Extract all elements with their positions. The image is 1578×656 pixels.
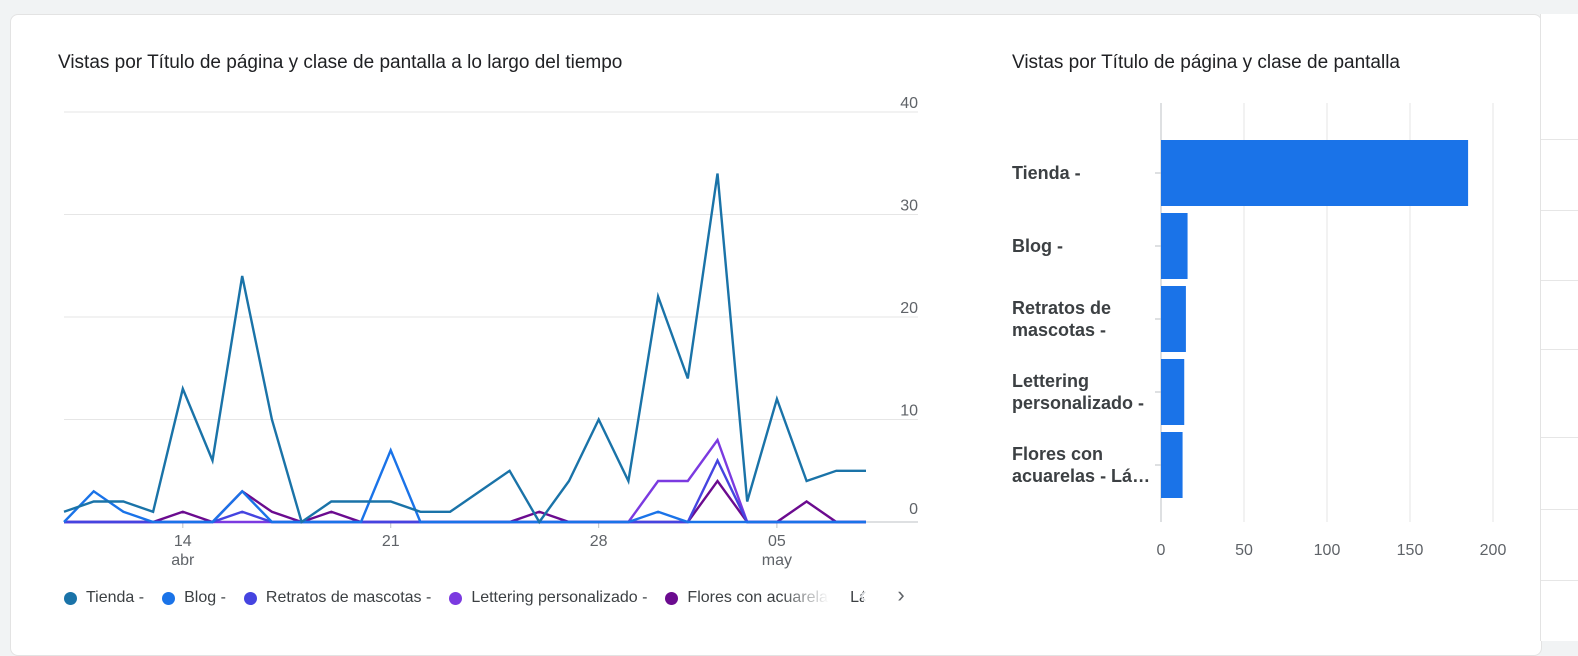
bar-category-line: acuarelas - Lá… <box>1012 466 1151 486</box>
x-tick-label: 150 <box>1397 542 1424 559</box>
bar-category-label: Blog - <box>1012 235 1063 257</box>
legend-next-button[interactable]: › <box>890 582 912 608</box>
bar[interactable] <box>1161 432 1183 498</box>
bar-category-line: Blog - <box>1012 236 1063 256</box>
bar-category-line: Lettering <box>1012 371 1090 391</box>
legend-label: Retratos de mascotas - <box>265 589 432 606</box>
chevron-right-icon: › <box>897 582 905 607</box>
bar-category-line: Flores con <box>1012 444 1104 464</box>
x-tick-sublabel: may <box>762 552 792 569</box>
y-tick-label: 10 <box>900 403 918 420</box>
line-chart: 0 10 20 30 40 14 abr 21 28 05 may <box>63 95 918 569</box>
x-tick-label: 21 <box>382 533 400 550</box>
bar-category-line: Retratos de <box>1012 298 1112 318</box>
bar-category-line: mascotas - <box>1012 320 1107 340</box>
bar-category-label: Flores con acuarelas - Lá… <box>1012 443 1150 487</box>
legend-dot-icon <box>162 591 176 605</box>
legend-prev-button[interactable]: ‹ <box>852 582 874 608</box>
bar-chart: 0 50 100 150 200 <box>1155 103 1507 559</box>
legend-dot-icon <box>243 591 257 605</box>
legend-label: Blog - <box>184 589 226 606</box>
series-line[interactable] <box>63 447 866 524</box>
legend-label: Tienda - <box>86 589 145 606</box>
chevron-left-icon: ‹ <box>859 582 867 607</box>
y-tick-label: 30 <box>900 198 918 215</box>
legend-fade <box>780 582 850 612</box>
bar[interactable] <box>1161 359 1185 425</box>
legend-dot-icon <box>64 591 77 605</box>
series-line[interactable] <box>63 173 866 525</box>
x-tick-sublabel: abr <box>171 552 195 569</box>
x-tick-label: 200 <box>1480 542 1507 559</box>
legend-item-tienda[interactable]: Tienda - <box>64 589 144 607</box>
x-tick-label: 100 <box>1314 542 1341 559</box>
bar-category-label: Lettering personalizado - <box>1012 370 1144 414</box>
legend-dot-icon <box>665 591 679 605</box>
x-tick-label: 14 <box>174 533 192 550</box>
legend-item-lettering[interactable]: Lettering personalizado - <box>449 589 647 607</box>
y-tick-label: 40 <box>900 95 918 112</box>
x-tick-label: 50 <box>1235 542 1253 559</box>
bar[interactable] <box>1161 213 1188 279</box>
x-tick-label: 05 <box>768 533 786 550</box>
legend-item-retratos[interactable]: Retratos de mascotas - <box>243 589 432 607</box>
bar-category-label: Tienda - <box>1012 162 1081 184</box>
report-card <box>10 14 1542 656</box>
legend-item-blog[interactable]: Blog - <box>162 589 226 607</box>
bar[interactable] <box>1161 286 1186 352</box>
bar-category-label: Retratos de mascotas - <box>1012 297 1111 341</box>
bar-category-line: Tienda - <box>1012 163 1081 183</box>
legend-dot-icon <box>449 591 463 605</box>
bar-chart-title: Vistas por Título de página y clase de p… <box>1012 52 1400 73</box>
right-panel-edge <box>1540 14 1578 641</box>
chart-legend: Tienda - Blog - Retratos de mascotas - L… <box>64 586 864 610</box>
x-tick-label: 0 <box>1157 542 1166 559</box>
legend-label: Lettering personalizado - <box>471 589 648 606</box>
y-tick-label: 20 <box>900 300 918 317</box>
x-tick-label: 28 <box>590 533 608 550</box>
y-tick-label: 0 <box>909 501 918 518</box>
bar-category-line: personalizado - <box>1012 393 1145 413</box>
line-chart-title: Vistas por Título de página y clase de p… <box>58 52 623 73</box>
bar[interactable] <box>1161 140 1469 206</box>
